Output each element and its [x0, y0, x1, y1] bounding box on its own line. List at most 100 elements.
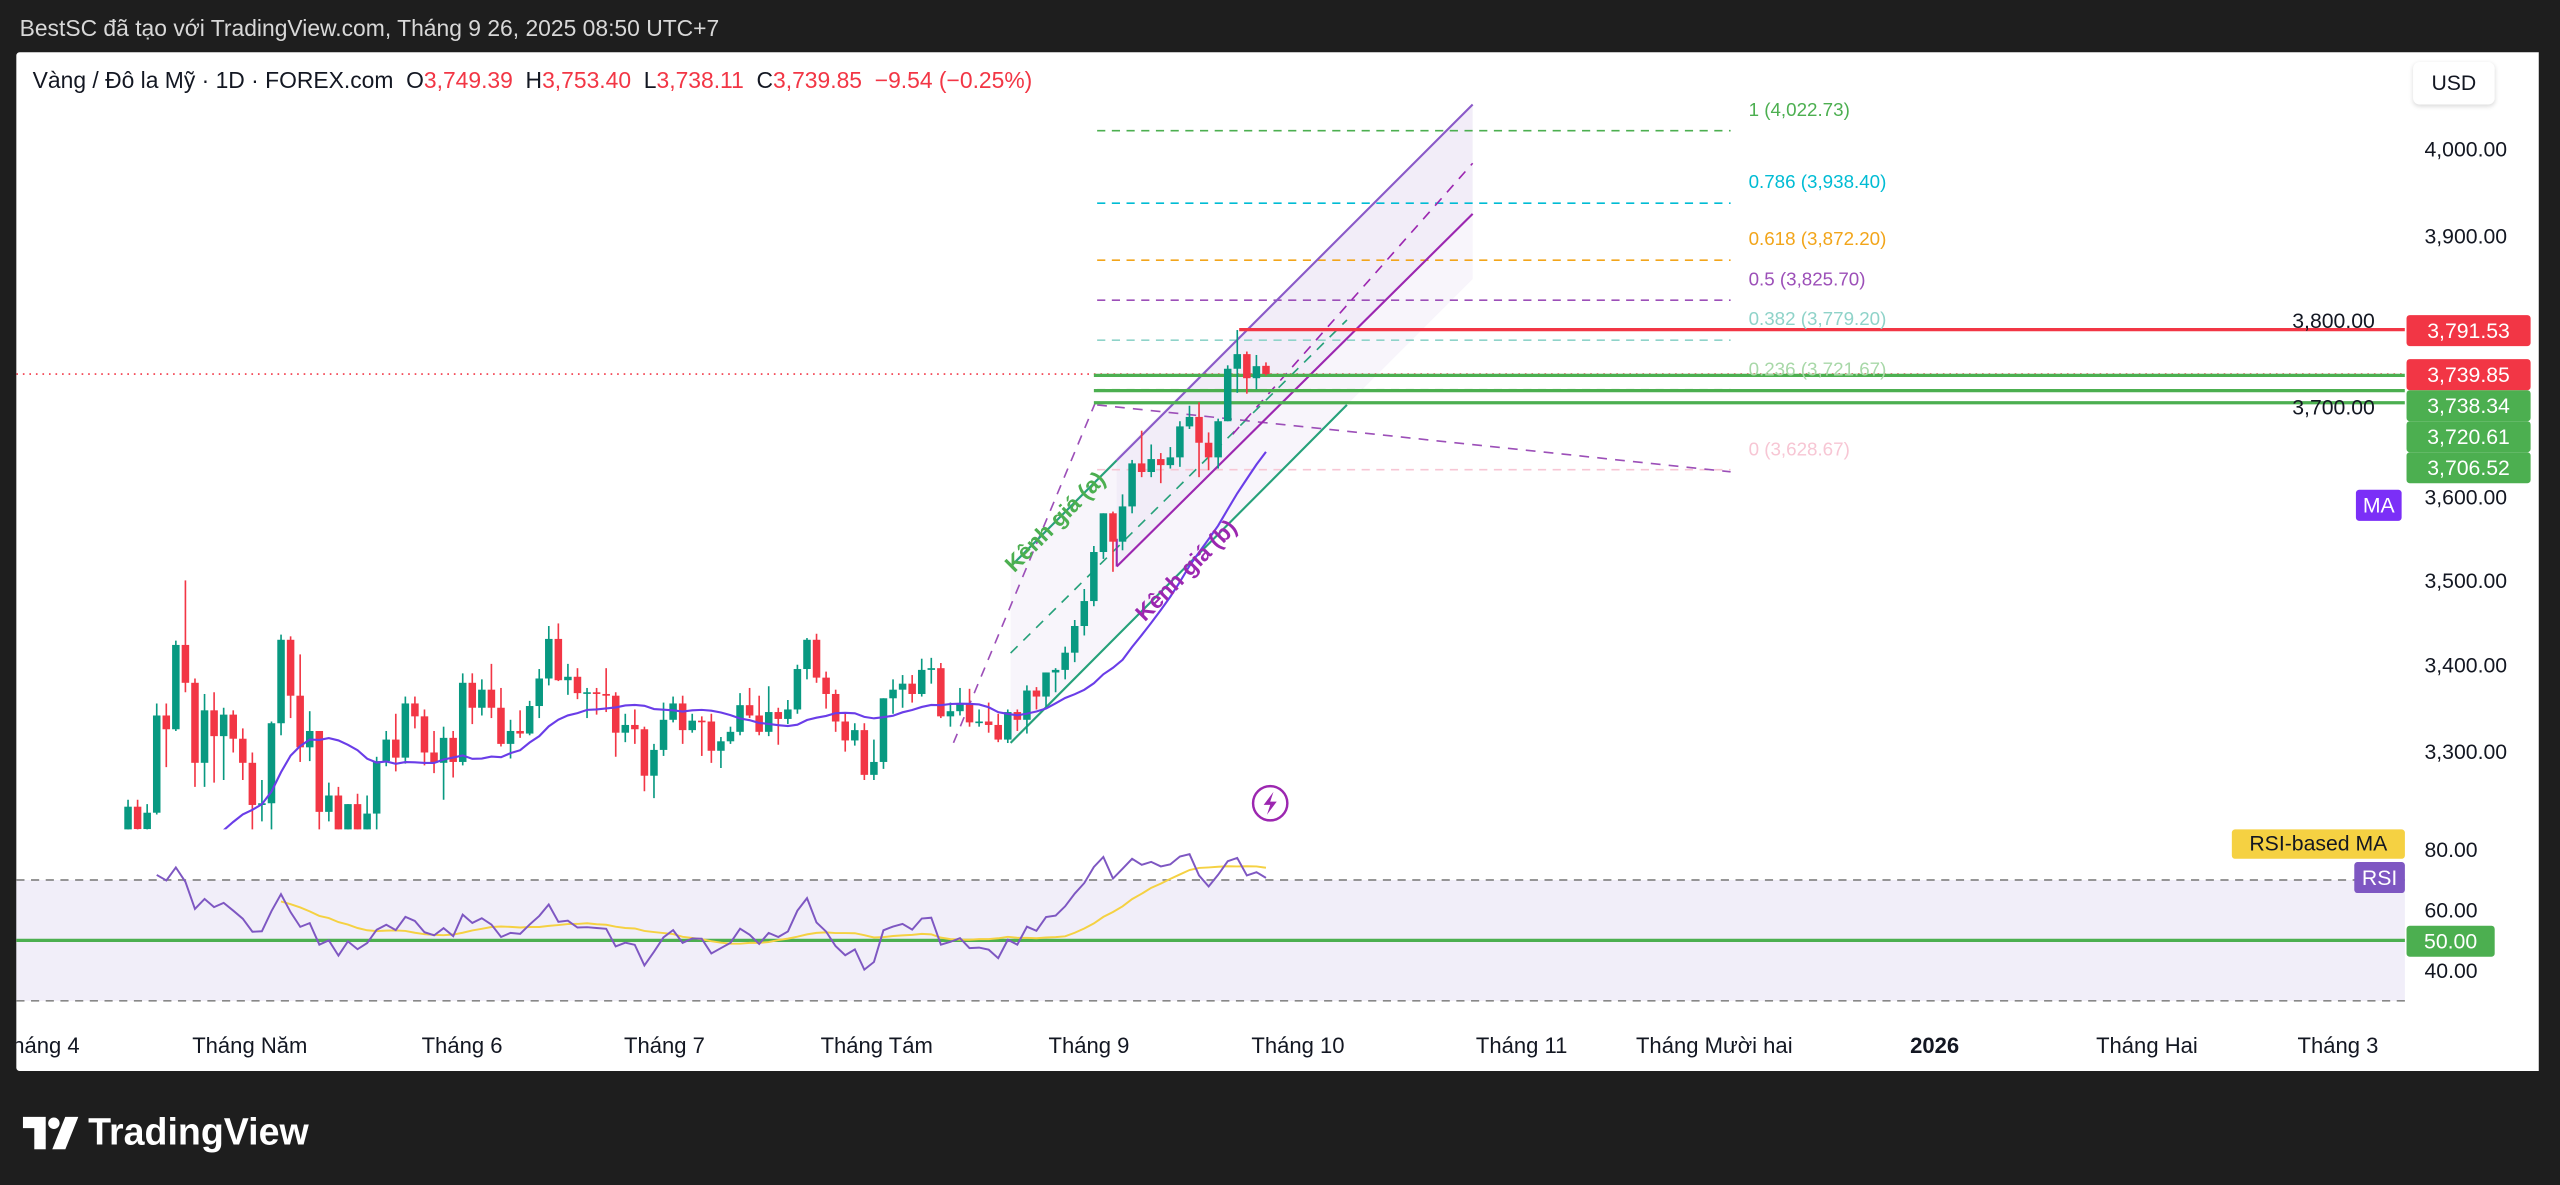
- candle-body: [927, 668, 936, 670]
- close-label: C: [756, 66, 774, 94]
- candle-body: [152, 715, 161, 813]
- candle-body: [707, 721, 716, 751]
- candle-body: [784, 709, 792, 719]
- candle-body: [1195, 416, 1203, 443]
- high-label: H: [525, 66, 543, 94]
- tradingview-logo[interactable]: TradingView: [22, 1110, 309, 1154]
- candle-body: [793, 669, 802, 710]
- candle-body: [430, 752, 438, 763]
- low-label: L: [643, 66, 657, 94]
- lightning-bolt-icon: [1263, 791, 1277, 815]
- time-axis-tick: Tháng 3: [2297, 1033, 2379, 1058]
- chart-panel[interactable]: Vàng / Đô la Mỹ · 1D · FOREX.com O3,749.…: [16, 52, 2539, 1072]
- candle-body: [908, 683, 916, 694]
- candle-body: [965, 704, 974, 723]
- candle-body: [382, 739, 390, 762]
- price-tag: 3,791.53: [2406, 315, 2531, 347]
- candle-body: [334, 795, 343, 830]
- candle-body: [860, 730, 869, 775]
- main-pane: [16, 103, 2405, 830]
- rsi-mid-tag: 50.00: [2406, 925, 2495, 957]
- candle-body: [1042, 672, 1050, 697]
- candle-body: [1080, 601, 1089, 627]
- time-axis-tick: Tháng 4: [16, 1033, 80, 1058]
- candle-body: [1157, 459, 1165, 466]
- time-axis-tick: Tháng Mười hai: [1635, 1033, 1793, 1058]
- close-value: 3,739.85: [773, 66, 863, 94]
- candle-body: [525, 706, 534, 734]
- candle-body: [344, 804, 352, 830]
- candle-body: [1262, 365, 1270, 375]
- candle-body: [851, 730, 859, 741]
- rsi-ma-line: [280, 865, 1267, 945]
- candle-body: [219, 714, 228, 737]
- candle-body: [1223, 368, 1232, 422]
- candle-body: [831, 693, 840, 722]
- candle-body: [286, 639, 295, 696]
- candle-body: [143, 812, 151, 830]
- price-axis-tick: 3,600.00: [2424, 484, 2508, 510]
- candle-body: [1109, 513, 1117, 542]
- candle-body: [650, 749, 658, 776]
- candle-body: [172, 644, 180, 730]
- candle-body: [631, 724, 639, 730]
- candle-body: [191, 682, 199, 763]
- candle-body: [764, 712, 773, 732]
- candle-body: [277, 639, 285, 724]
- candle-body: [917, 669, 926, 694]
- rsi-tag: RSI: [2354, 862, 2405, 894]
- candle-body: [248, 762, 257, 805]
- attribution-text: BestSC đã tạo với TradingView.com, Tháng…: [19, 14, 720, 41]
- candle-body: [545, 638, 553, 679]
- high-value: 3,753.40: [542, 66, 632, 94]
- candle-body: [1023, 690, 1031, 720]
- candle-body: [688, 720, 696, 731]
- candle-body: [1166, 457, 1175, 466]
- candle-body: [439, 737, 448, 763]
- rsi-line: [156, 853, 1267, 972]
- candle-body: [1128, 463, 1136, 507]
- price-tag: 3,738.34: [2406, 390, 2531, 422]
- candle-body: [774, 712, 783, 719]
- fib-level-label: 0.382 (3,779.20): [1748, 310, 1887, 331]
- time-axis-tick: Tháng 10: [1251, 1033, 1345, 1058]
- candle-body: [956, 704, 964, 712]
- candle-body: [659, 719, 668, 750]
- channel-a-lower-line: [1009, 404, 1348, 744]
- candle-body: [1243, 354, 1251, 379]
- candle-body: [392, 739, 400, 758]
- candle-body: [315, 730, 324, 812]
- candle-body: [678, 703, 687, 731]
- price-chart[interactable]: [16, 52, 2538, 1071]
- change-value: −9.54 (−0.25%): [874, 66, 1033, 94]
- symbol-legend[interactable]: Vàng / Đô la Mỹ · 1D · FOREX.com O3,749.…: [33, 67, 1033, 93]
- currency-button[interactable]: USD: [2413, 62, 2495, 105]
- candle-body: [1214, 421, 1222, 458]
- candle-body: [611, 695, 620, 733]
- candle-body: [583, 692, 591, 694]
- candle-body: [1051, 669, 1060, 673]
- low-value: 3,738.11: [656, 66, 744, 94]
- tradingview-logo-icon: [22, 1115, 79, 1149]
- fib-level-label: 0.236 (3,721.67): [1748, 360, 1887, 380]
- candle-body: [420, 716, 429, 753]
- candle-body: [803, 639, 811, 670]
- candle-body: [1185, 416, 1194, 427]
- candle-body: [497, 707, 505, 744]
- candle-body: [449, 737, 457, 762]
- candle-body: [822, 677, 830, 694]
- candle-body: [841, 721, 849, 741]
- rsi-ma-tag: RSI-based MA: [2231, 829, 2405, 859]
- candle-body: [458, 682, 467, 762]
- rsi-axis-tick: 80.00: [2424, 836, 2478, 862]
- candle-body: [994, 724, 1002, 740]
- candle-body: [229, 714, 237, 739]
- candle-body: [1099, 513, 1108, 553]
- channel-a-upper-line: [1009, 459, 1118, 568]
- price-axis-tick: 3,700.00: [2292, 395, 2375, 420]
- candle-body: [698, 720, 706, 723]
- price-axis-tick: 3,800.00: [2292, 309, 2375, 334]
- price-axis-tick: 3,500.00: [2424, 567, 2508, 592]
- time-axis-tick: Tháng 9: [1048, 1033, 1130, 1058]
